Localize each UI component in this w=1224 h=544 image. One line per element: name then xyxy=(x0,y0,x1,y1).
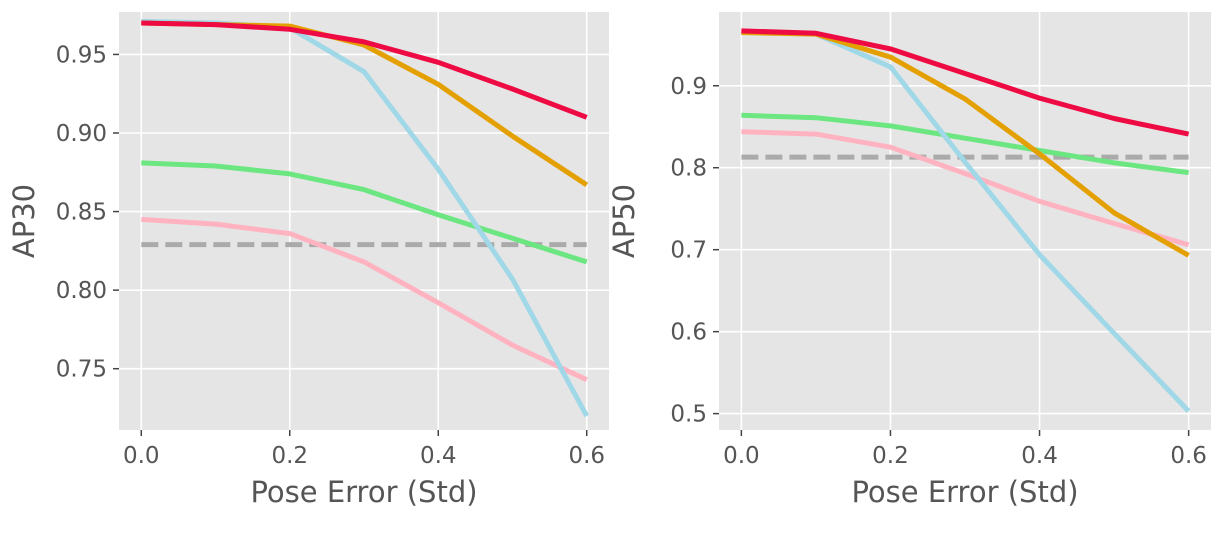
chart-0-x-tick-label: 0.6 xyxy=(568,443,605,469)
chart-1-x-tick-label: 0.4 xyxy=(1021,443,1058,469)
chart-0-series-pink xyxy=(141,216,588,382)
chart-0-series-red xyxy=(141,20,588,120)
chart-1-y-tick-label: 0.9 xyxy=(670,74,707,100)
chart-1-series-red xyxy=(741,28,1190,137)
chart-0-y-tick-label: 0.80 xyxy=(56,278,107,304)
chart-0-x-axis-label: Pose Error (Std) xyxy=(250,475,477,509)
chart-1-x-tick-label: 0.0 xyxy=(723,443,760,469)
chart-1-y-tick-label: 0.7 xyxy=(670,238,707,264)
chart-0-x-tick-label: 0.4 xyxy=(420,443,457,469)
chart-1-series-green xyxy=(741,112,1189,176)
chart-ap30: 0.0 0.2 0.4 0.6 0.75 0.80 0.85 0.90 0.95 Pose Err… xyxy=(7,12,609,509)
chart-0-x-tick-label: 0.2 xyxy=(271,443,308,469)
chart-0-y-tick-label: 0.85 xyxy=(56,200,107,226)
chart-0-y-axis-label: AP30 xyxy=(7,184,41,258)
chart-0-y-tick-label: 0.90 xyxy=(56,121,107,147)
chart-1-x-axis-label: Pose Error (Std) xyxy=(851,475,1078,509)
chart-1-y-axis-label: AP50 xyxy=(607,184,641,258)
chart-ap50: 0.0 0.2 0.4 0.6 0.5 0.6 0.7 0.8 0.9 Pose Error (S… xyxy=(607,12,1211,509)
chart-1-x-tick-label: 0.2 xyxy=(872,443,909,469)
chart-0-x-tick-label: 0.0 xyxy=(123,443,160,469)
chart-1-y-tick-label: 0.8 xyxy=(670,156,707,182)
chart-0-y-tick-label: 0.95 xyxy=(56,42,107,68)
chart-0-series-green xyxy=(141,160,588,265)
chart-1-series-pink xyxy=(741,129,1190,248)
chart-1-y-tick-label: 0.6 xyxy=(670,320,707,346)
chart-0-y-tick-label: 0.75 xyxy=(56,357,107,383)
chart-1-x-tick-label: 0.6 xyxy=(1170,443,1207,469)
chart-1-y-tick-label: 0.5 xyxy=(670,402,707,428)
